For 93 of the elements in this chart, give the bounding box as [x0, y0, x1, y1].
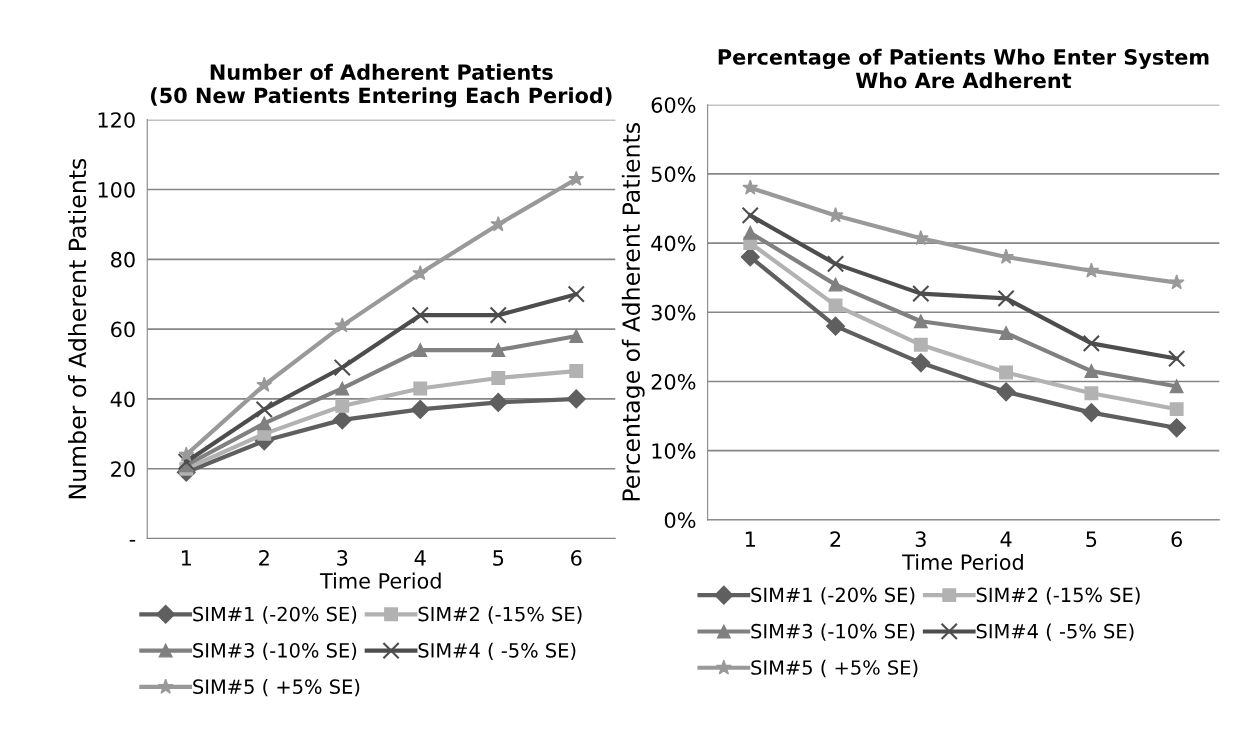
point	[491, 343, 506, 358]
point	[335, 381, 350, 396]
point	[178, 446, 195, 462]
x-tick-label: 1	[745, 531, 755, 547]
point	[568, 170, 585, 186]
legend-label: SIM#3 (-10% SE)	[751, 623, 915, 641]
x-axis-title: Time Period	[902, 553, 1023, 571]
point	[741, 206, 759, 225]
point	[911, 353, 931, 373]
point	[413, 381, 428, 396]
point	[828, 298, 843, 313]
point	[488, 392, 508, 412]
point	[743, 225, 758, 240]
x-tick-label: 2	[830, 531, 841, 547]
legend-label: SIM#2 (-15% SE)	[418, 606, 582, 624]
point	[412, 264, 429, 281]
point	[913, 337, 928, 352]
point	[912, 284, 930, 303]
point	[1167, 349, 1186, 368]
point	[999, 365, 1014, 380]
point	[255, 400, 273, 419]
point	[177, 453, 195, 471]
point	[826, 316, 846, 336]
point	[1169, 379, 1184, 394]
point	[828, 277, 843, 292]
point	[1167, 418, 1187, 438]
point	[491, 371, 506, 385]
x-tick-label: 5	[1086, 531, 1097, 548]
y-tick-label: 120	[98, 112, 135, 128]
legend-label: SIM#3 (-10% SE)	[193, 642, 357, 660]
point	[413, 343, 428, 358]
x-axis-title: Time Period	[319, 572, 441, 589]
point	[569, 364, 584, 378]
x-tick-label: 3	[337, 550, 348, 566]
y-tick-label: 10%	[652, 443, 696, 459]
point	[742, 179, 759, 195]
point	[333, 358, 351, 377]
y-tick-label: 60%	[651, 97, 696, 113]
point	[1081, 403, 1101, 423]
x-tick-label: 4	[1000, 531, 1012, 547]
y-tick-label: -	[129, 539, 136, 542]
chart-title: Number of Adherent Patients (50 New Patients Entering Each Period)	[150, 63, 612, 108]
x-tick-label: 6	[1171, 531, 1182, 548]
y-tick-label: 30%	[651, 304, 696, 321]
point	[489, 306, 507, 324]
legend-label: SIM#1 (-20% SE)	[751, 587, 915, 605]
point	[1083, 262, 1100, 278]
point	[490, 216, 507, 232]
legend-label: SIM#1 (-20% SE)	[193, 606, 357, 624]
point	[997, 289, 1015, 308]
point	[826, 255, 845, 273]
y-axis-title: Percentage of Adherent Patients	[621, 123, 645, 501]
x-tick-label: 1	[181, 550, 191, 566]
legend-label: SIM#5 ( +5% SE)	[193, 678, 360, 697]
point	[1169, 402, 1184, 417]
y-axis-title: Number of Adherent Patients	[67, 158, 87, 499]
x-tick-label: 2	[259, 550, 269, 566]
point	[1168, 274, 1185, 290]
x-tick-label: 6	[571, 550, 582, 566]
point	[999, 326, 1014, 340]
x-tick-label: 4	[414, 550, 426, 566]
point	[1082, 334, 1101, 353]
x-tick-label: 5	[493, 550, 504, 566]
y-tick-label: 0%	[664, 512, 696, 529]
point	[566, 389, 586, 409]
y-tick-label: 80	[111, 251, 135, 268]
point	[410, 399, 430, 419]
point	[411, 306, 429, 324]
point	[332, 410, 352, 430]
point	[335, 398, 350, 413]
point	[334, 317, 351, 333]
legend-label: SIM#4 ( -5% SE)	[418, 642, 576, 660]
point	[740, 247, 760, 267]
point	[567, 285, 585, 303]
y-tick-label: 60	[111, 321, 135, 338]
y-tick-label: 40%	[651, 235, 696, 252]
point	[1084, 364, 1099, 379]
point	[257, 416, 272, 431]
point	[913, 314, 928, 329]
y-tick-label: 20%	[651, 373, 696, 390]
y-tick-label: 50%	[651, 166, 696, 183]
point	[569, 329, 584, 344]
y-tick-label: 40	[110, 391, 135, 408]
point	[996, 382, 1016, 402]
chart-title: Percentage of Patients Who Enter System Who Are Adherent	[718, 48, 1209, 89]
point	[256, 376, 273, 392]
x-tick-label: 3	[915, 531, 926, 548]
y-tick-label: 20	[111, 461, 135, 477]
legend-label: SIM#5 ( +5% SE)	[751, 659, 918, 678]
legend-label: SIM#2 (-15% SE)	[976, 587, 1140, 605]
point	[1084, 386, 1099, 401]
y-tick-label: 100	[98, 181, 135, 198]
legend-label: SIM#4 ( -5% SE)	[976, 623, 1134, 641]
